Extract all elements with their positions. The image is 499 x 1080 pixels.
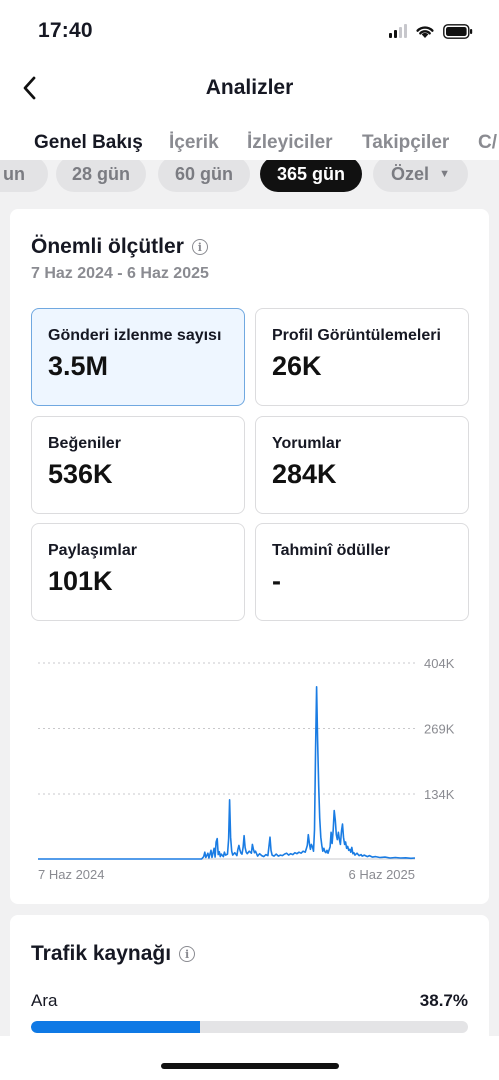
cellular-signal-icon <box>389 24 407 38</box>
status-icons <box>389 22 473 40</box>
traffic-row-search: Ara 38.7% <box>31 991 468 1013</box>
chip-label: un <box>3 163 25 184</box>
caret-down-icon: ▼ <box>439 168 450 180</box>
traffic-header: Trafik kaynağı i <box>31 942 196 966</box>
metric-label: Gönderi izlenme sayısı <box>48 327 222 344</box>
chip-period-partial[interactable]: un <box>0 160 48 192</box>
tab-viewers[interactable]: İzleyiciler <box>247 132 333 153</box>
metric-likes[interactable]: Beğeniler 536K <box>31 416 245 514</box>
chip-label: Özel <box>391 163 430 184</box>
tab-content[interactable]: İçerik <box>169 132 219 153</box>
traffic-progress-fill <box>31 1021 201 1033</box>
info-icon[interactable]: i <box>191 239 208 255</box>
battery-icon <box>443 23 473 39</box>
period-selector: un 28 gün 60 gün 365 gün Özel ▼ <box>0 160 499 196</box>
metric-label: Tahminî ödüller <box>272 542 390 559</box>
info-icon[interactable]: i <box>179 946 196 962</box>
metric-value: 26K <box>272 351 322 381</box>
traffic-source-card: Trafik kaynağı i Ara 38.7% <box>10 915 489 1045</box>
y-tick-label: 404K <box>424 656 455 671</box>
wifi-icon <box>416 25 434 38</box>
metric-comments[interactable]: Yorumlar 284K <box>255 416 469 514</box>
chip-365-days[interactable]: 365 gün <box>260 160 362 192</box>
key-metrics-header: Önemli ölçütler i <box>31 235 208 259</box>
metric-value: 536K <box>48 459 113 489</box>
date-range: 7 Haz 2024 - 6 Haz 2025 <box>31 265 209 282</box>
metric-post-views[interactable]: Gönderi izlenme sayısı 3.5M <box>31 308 245 406</box>
status-bar: 17:40 <box>0 0 499 62</box>
bottom-panel <box>0 1036 499 1080</box>
y-tick-label: 134K <box>424 787 455 802</box>
tab-followers[interactable]: Takipçiler <box>362 132 450 153</box>
key-metrics-card: Önemli ölçütler i 7 Haz 2024 - 6 Haz 202… <box>10 209 489 904</box>
views-series-line <box>38 686 416 860</box>
back-button[interactable] <box>14 72 46 104</box>
chip-60-days[interactable]: 60 gün <box>158 160 250 192</box>
x-tick-label-start: 7 Haz 2024 <box>38 867 105 879</box>
traffic-progress-track <box>31 1021 468 1033</box>
key-metrics-title: Önemli ölçütler <box>31 235 184 258</box>
chip-custom[interactable]: Özel ▼ <box>373 160 468 192</box>
y-tick-label: 269K <box>424 721 455 736</box>
metric-profile-views[interactable]: Profil Görüntülemeleri 26K <box>255 308 469 406</box>
x-tick-label-end: 6 Haz 2025 <box>349 867 416 879</box>
chip-label: 28 gün <box>71 163 130 184</box>
traffic-title: Trafik kaynağı <box>31 942 172 965</box>
tab-overview[interactable]: Genel Bakış <box>34 132 143 153</box>
metric-value: 3.5M <box>48 351 109 381</box>
metric-label: Paylaşımlar <box>48 542 137 559</box>
header: Analizler <box>0 62 499 118</box>
metric-value: - <box>272 566 281 596</box>
page-title: Analizler <box>205 76 294 99</box>
chip-label: 60 gün <box>174 163 233 184</box>
metric-label: Yorumlar <box>272 435 342 452</box>
tab-next-partial[interactable]: C/ <box>478 132 497 153</box>
home-indicator <box>161 1063 339 1069</box>
chip-label: 365 gün <box>276 163 346 184</box>
traffic-value: 38.7% <box>419 991 468 1010</box>
chevron-left-icon <box>23 76 36 100</box>
metric-label: Beğeniler <box>48 435 121 452</box>
metric-shares[interactable]: Paylaşımlar 101K <box>31 523 245 621</box>
metric-value: 284K <box>272 459 337 489</box>
metric-estimated-rewards[interactable]: Tahminî ödüller - <box>255 523 469 621</box>
metric-label: Profil Görüntülemeleri <box>272 327 441 344</box>
status-time: 17:40 <box>38 19 93 42</box>
traffic-label: Ara <box>31 991 58 1010</box>
chip-28-days[interactable]: 28 gün <box>56 160 146 192</box>
views-line-chart: 404K 269K 134K 7 Haz 2024 6 Haz 2025 <box>38 656 455 879</box>
metric-value: 101K <box>48 566 113 596</box>
